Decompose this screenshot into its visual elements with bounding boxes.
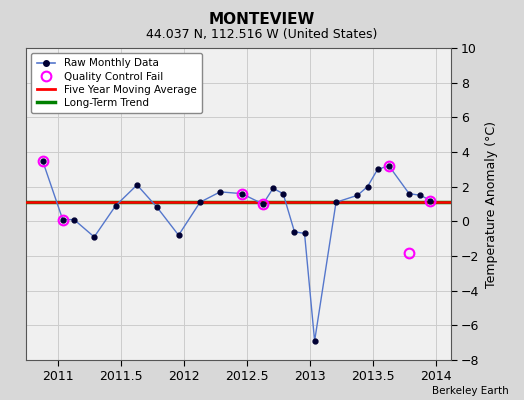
Legend: Raw Monthly Data, Quality Control Fail, Five Year Moving Average, Long-Term Tren: Raw Monthly Data, Quality Control Fail, … — [31, 53, 202, 113]
Text: MONTEVIEW: MONTEVIEW — [209, 12, 315, 27]
Text: 44.037 N, 112.516 W (United States): 44.037 N, 112.516 W (United States) — [146, 28, 378, 41]
Y-axis label: Temperature Anomaly (°C): Temperature Anomaly (°C) — [485, 120, 498, 288]
Text: Berkeley Earth: Berkeley Earth — [432, 386, 508, 396]
